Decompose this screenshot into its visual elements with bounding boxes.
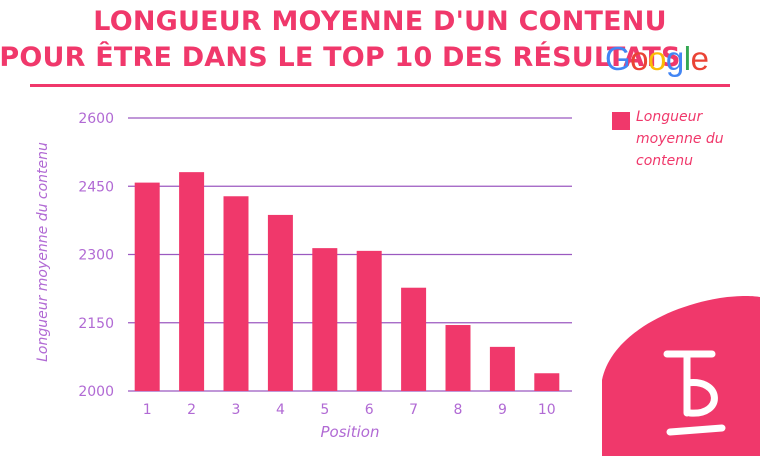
y-tick-label: 2300: [78, 248, 114, 264]
bar: [179, 172, 205, 391]
bar: [489, 346, 515, 391]
y-tick-label: 2000: [78, 384, 114, 400]
x-tick-label: 1: [143, 402, 152, 418]
bar: [534, 373, 560, 391]
google-letter: e: [690, 40, 709, 77]
x-tick-label: 3: [232, 402, 241, 418]
x-tick-label: 9: [498, 402, 507, 418]
google-letter: o: [630, 40, 649, 77]
chart-title-line1: LONGUEUR MOYENNE D'UN CONTENU: [93, 6, 667, 37]
bar: [445, 325, 471, 391]
bar: [134, 182, 160, 391]
x-tick-label: 8: [454, 402, 463, 418]
bar: [223, 196, 249, 391]
legend-swatch: [612, 112, 630, 130]
bar: [401, 287, 427, 391]
google-letter: o: [648, 40, 666, 77]
x-tick-label: 10: [538, 402, 556, 418]
bar: [312, 248, 338, 391]
google-letter: g: [665, 40, 684, 77]
bar: [267, 214, 293, 391]
y-tick-label: 2600: [78, 111, 114, 127]
x-tick-label: 5: [320, 402, 329, 418]
google-letter: l: [683, 40, 691, 77]
y-tick-label: 2450: [78, 179, 114, 195]
y-tick-label: 2150: [78, 316, 114, 332]
google-letter: G: [605, 40, 631, 77]
title-divider: [30, 84, 730, 87]
bar: [356, 250, 382, 391]
x-tick-label: 2: [187, 402, 196, 418]
google-logo-icon: Google: [605, 40, 709, 78]
x-tick-label: 4: [276, 402, 285, 418]
x-axis-label: Position: [320, 423, 380, 441]
x-tick-label: 7: [409, 402, 418, 418]
legend-label: Longueur moyenne du contenu: [636, 109, 724, 169]
x-tick-label: 6: [365, 402, 374, 418]
chart-title-line2: POUR ÊTRE DANS LE TOP 10 DES RÉSULTATS: [0, 42, 681, 73]
